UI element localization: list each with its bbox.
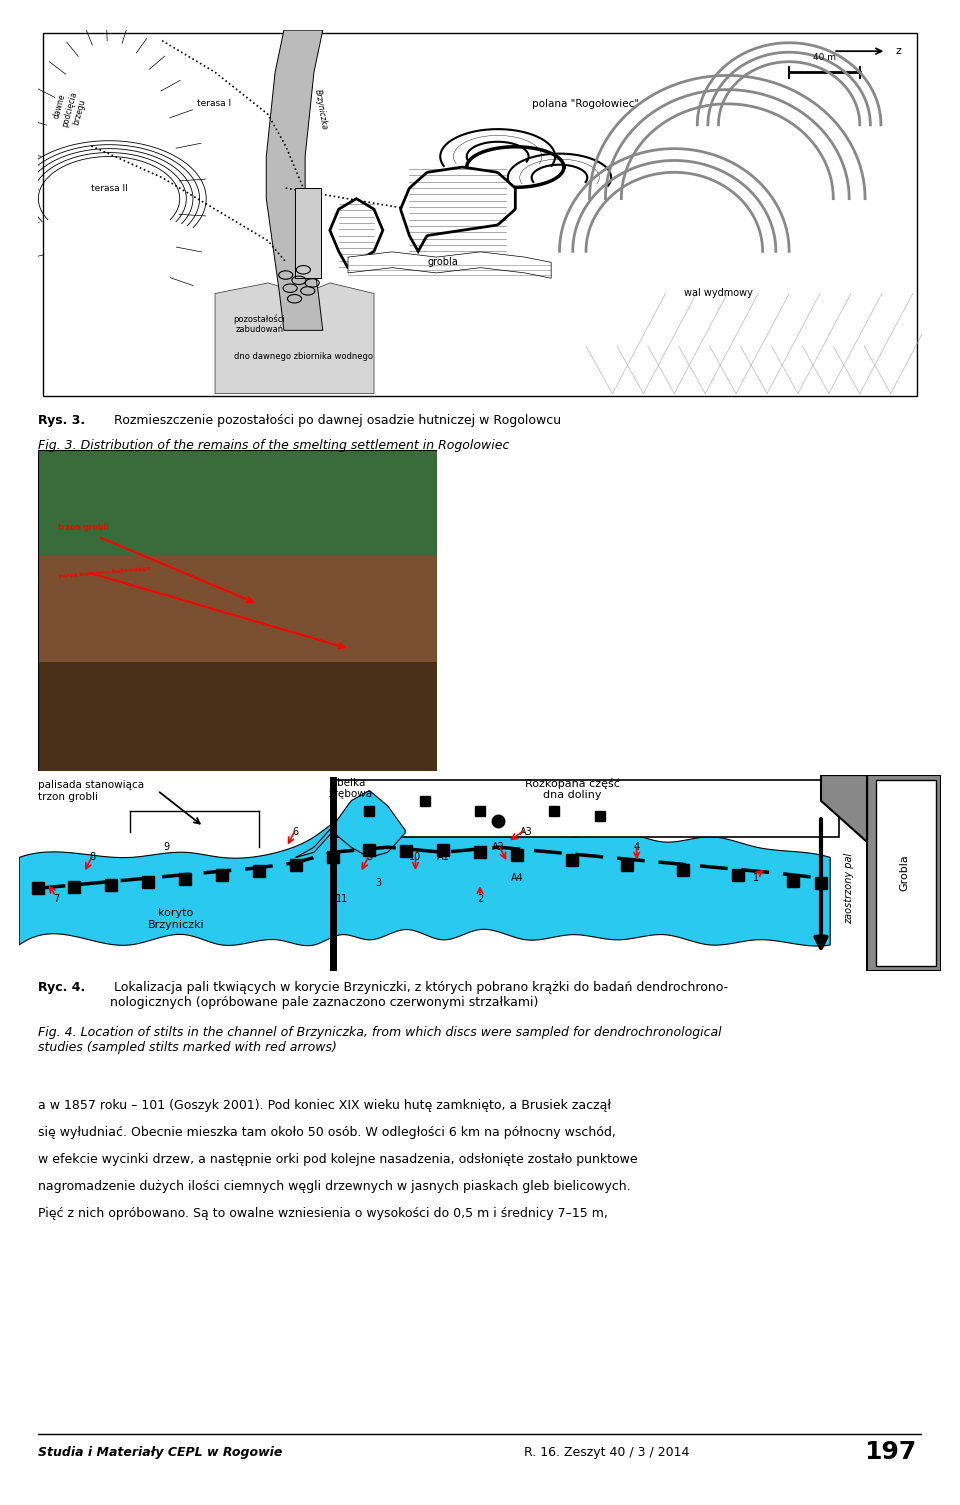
Text: 3: 3: [375, 879, 382, 888]
Text: 10: 10: [409, 852, 421, 862]
Text: Ryc. 4.: Ryc. 4.: [38, 981, 85, 995]
Text: 8: 8: [90, 852, 96, 862]
Text: Grobla: Grobla: [899, 855, 909, 891]
Polygon shape: [400, 167, 516, 251]
Text: polana "Rogołowiec": polana "Rogołowiec": [533, 99, 639, 108]
Text: Rozkopana część
dna doliny: Rozkopana część dna doliny: [525, 778, 619, 801]
Text: koryto
Brzyniczki: koryto Brzyniczki: [148, 909, 204, 930]
Text: 5: 5: [367, 852, 372, 862]
Text: zarys budynku hutniczego: zarys budynku hutniczego: [59, 566, 151, 579]
Polygon shape: [19, 805, 830, 947]
Text: dno dawnego zbiornika wodnego: dno dawnego zbiornika wodnego: [234, 352, 372, 361]
Polygon shape: [821, 775, 867, 841]
Text: Fig. 3. Distribution of the remains of the smelting settlement in Rogolowiec: Fig. 3. Distribution of the remains of t…: [38, 439, 510, 453]
Text: 1: 1: [754, 873, 759, 883]
Text: 40 m: 40 m: [813, 53, 836, 62]
Text: terasa II: terasa II: [91, 184, 128, 193]
Text: 4: 4: [634, 843, 639, 852]
Bar: [332, 780, 839, 837]
Text: 11: 11: [336, 894, 348, 903]
Text: A2: A2: [492, 843, 505, 852]
Polygon shape: [876, 780, 936, 966]
Text: z: z: [895, 47, 901, 56]
Text: Studia i Materiały CEPL w Rogowie: Studia i Materiały CEPL w Rogowie: [38, 1446, 283, 1458]
Text: Brzyniczka: Brzyniczka: [313, 89, 329, 129]
Text: A1: A1: [437, 852, 449, 862]
Text: belka
zrębowa: belka zrębowa: [329, 778, 373, 799]
Text: palisada stanowiąca
trzon grobli: palisada stanowiąca trzon grobli: [37, 780, 144, 802]
Text: zaostrzony pal: zaostrzony pal: [844, 853, 854, 924]
Bar: [38, 662, 437, 771]
Text: a w 1857 roku – 101 (Goszyk 2001). Pod koniec XIX wieku hutę zamknięto, a Brusie: a w 1857 roku – 101 (Goszyk 2001). Pod k…: [38, 1099, 612, 1112]
Text: terasa I: terasa I: [198, 99, 231, 108]
Text: nagromadzenie dużych ilości ciemnych węgli drzewnych w jasnych piaskach gleb bie: nagromadzenie dużych ilości ciemnych węg…: [38, 1180, 631, 1193]
Text: 9: 9: [163, 843, 170, 852]
Text: Fig. 4. Location of stilts in the channel of Brzyniczka, from which discs were s: Fig. 4. Location of stilts in the channe…: [38, 1026, 722, 1055]
Text: A3: A3: [519, 826, 533, 837]
Text: pozostałości
zabudowań: pozostałości zabudowań: [233, 315, 285, 334]
Text: A4: A4: [511, 873, 523, 883]
Polygon shape: [215, 283, 374, 394]
Text: grobla: grobla: [427, 257, 458, 266]
Text: R. 16. Zeszyt 40 / 3 / 2014: R. 16. Zeszyt 40 / 3 / 2014: [524, 1446, 689, 1458]
Text: dawne
podcięcia
brzegu: dawne podcięcia brzegu: [50, 87, 88, 131]
Text: 197: 197: [864, 1440, 917, 1464]
Bar: [38, 555, 437, 668]
Text: Pięć z nich opróbowano. Są to owalne wzniesienia o wysokości do 0,5 m i średnicy: Pięć z nich opróbowano. Są to owalne wzn…: [38, 1207, 609, 1221]
Text: wal wydmowy: wal wydmowy: [684, 289, 753, 298]
Bar: [38, 450, 437, 563]
Text: 2: 2: [477, 894, 483, 903]
Polygon shape: [330, 199, 383, 268]
Text: Rozmieszczenie pozostałości po dawnej osadzie hutniczej w Rogolowcu: Rozmieszczenie pozostałości po dawnej os…: [110, 414, 562, 427]
Text: 6: 6: [293, 826, 299, 837]
Polygon shape: [266, 30, 323, 331]
Text: Rys. 3.: Rys. 3.: [38, 414, 85, 427]
Text: Lokalizacja pali tkwiących w korycie Brzyniczki, z których pobrano krążki do bad: Lokalizacja pali tkwiących w korycie Brz…: [110, 981, 729, 1010]
Text: 7: 7: [53, 894, 60, 903]
Text: trzon grobli: trzon grobli: [59, 524, 109, 533]
Polygon shape: [867, 775, 941, 971]
Text: się wyłudniać. Obecnie mieszka tam około 50 osób. W odległości 6 km na północny : się wyłudniać. Obecnie mieszka tam około…: [38, 1126, 616, 1139]
Polygon shape: [296, 790, 405, 858]
Text: w efekcie wycinki drzew, a następnie orki pod kolejne nasadzenia, odsłonięte zos: w efekcie wycinki drzew, a następnie ork…: [38, 1153, 638, 1166]
